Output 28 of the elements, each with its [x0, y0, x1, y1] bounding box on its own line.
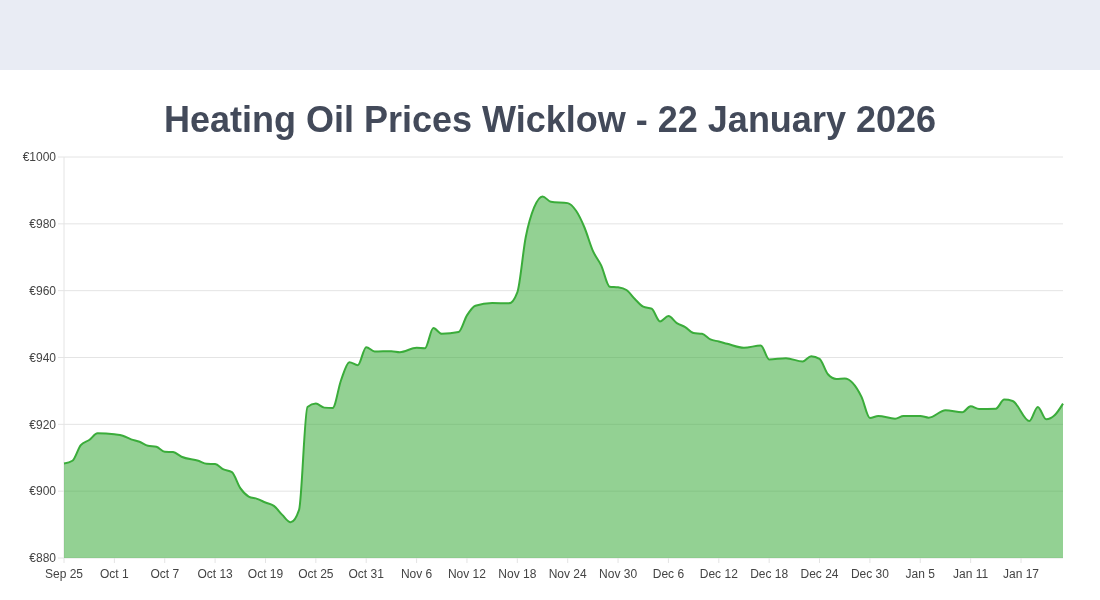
x-tick-label: Dec 12 [699, 567, 739, 581]
x-tick-label: Oct 19 [247, 567, 284, 581]
y-tick-label: €1000 [22, 150, 57, 165]
x-tick-label: Sep 25 [44, 567, 84, 581]
x-tick-label: Oct 13 [197, 567, 234, 581]
y-tick-label: €940 [29, 350, 57, 365]
x-tick-label: Oct 7 [150, 567, 180, 581]
x-tick-label: Jan 5 [905, 567, 936, 581]
y-tick-label: €880 [29, 551, 57, 566]
x-tick-label: Dec 24 [800, 567, 839, 581]
x-tick-label: Nov 18 [498, 567, 537, 581]
x-tick-label: Oct 25 [298, 567, 334, 581]
y-tick-label: €920 [29, 417, 57, 432]
x-tick-label: Nov 12 [447, 567, 487, 581]
x-tick-label: Oct 1 [100, 567, 130, 581]
y-tick-label: €900 [29, 484, 57, 499]
x-tick-label: Nov 6 [400, 567, 433, 581]
x-tick-label: Oct 31 [348, 567, 385, 581]
y-tick-label: €980 [29, 217, 57, 232]
y-tick-label: €960 [29, 283, 57, 298]
x-tick-label: Dec 30 [850, 567, 890, 581]
x-tick-label: Dec 6 [652, 567, 685, 581]
x-tick-label: Jan 17 [1003, 567, 1040, 581]
x-tick-label: Nov 30 [599, 567, 638, 581]
x-tick-label: Jan 11 [953, 567, 989, 581]
x-tick-label: Nov 24 [548, 567, 588, 581]
x-tick-label: Dec 18 [750, 567, 789, 581]
chart-title: Heating Oil Prices Wicklow - 22 January 2026 [163, 99, 937, 140]
